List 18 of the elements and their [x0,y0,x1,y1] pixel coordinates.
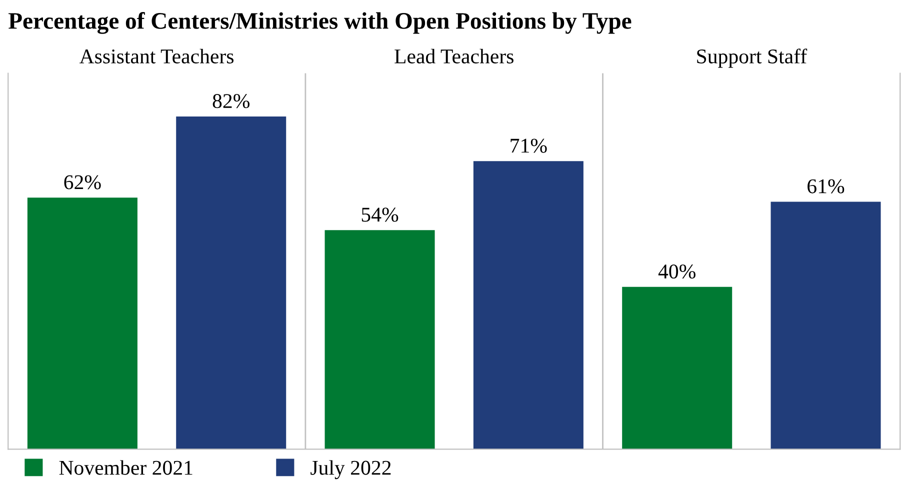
x-tick-label: Support Staff [697,48,808,68]
data-label: 54% [362,208,398,222]
data-label: 62% [64,175,101,190]
bar [473,161,584,450]
x-tick-label: Assistant Teachers [79,48,234,64]
chart-title: Percentage of Centers/Ministries with Open Positions by Type [8,12,632,34]
bar [176,116,286,450]
x-tick-label: Lead Teachers [394,48,514,64]
data-label: 71% [510,138,547,153]
data-label: 61% [808,179,844,194]
data-label: 82% [212,94,250,108]
legend-label: November 2021 [59,460,192,475]
legend-label: July 2022 [310,460,391,480]
bar [622,286,732,450]
bar [770,202,881,450]
bar [324,230,435,450]
data-label: 40% [658,264,696,279]
bar [27,198,138,450]
